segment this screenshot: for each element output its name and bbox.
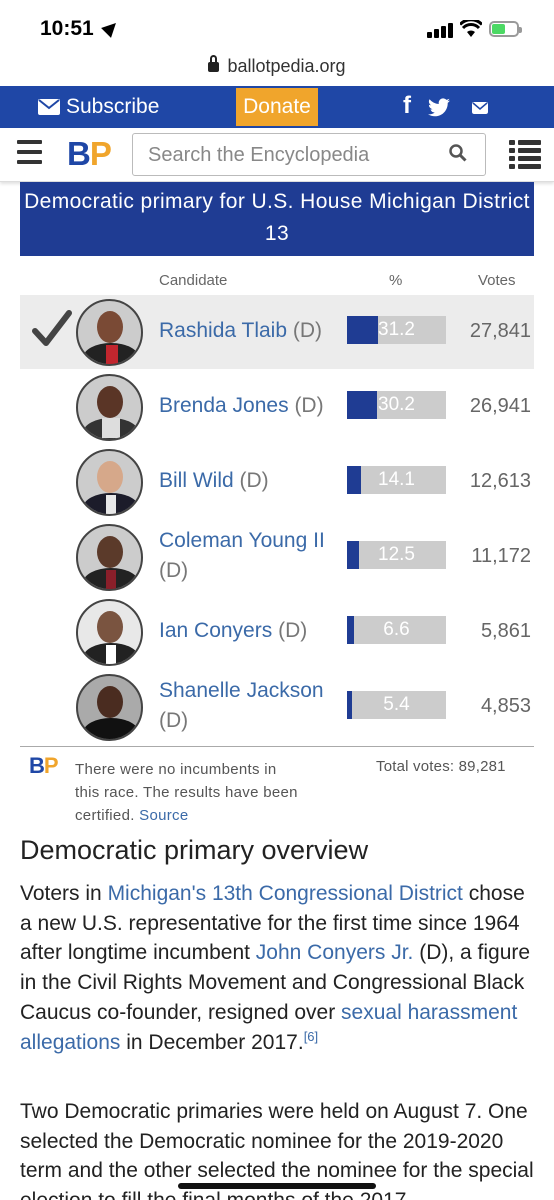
cellular-signal-icon: [427, 22, 455, 38]
district-link[interactable]: Michigan's 13th Congressional District: [107, 882, 463, 905]
home-indicator[interactable]: [178, 1183, 376, 1189]
candidate-name-link[interactable]: Coleman Young II (D): [159, 529, 325, 582]
clock: 10:51: [40, 17, 94, 40]
checkmark-icon: [32, 310, 72, 346]
vote-count: 12,613: [469, 470, 531, 492]
subscribe-link[interactable]: Subscribe: [38, 95, 159, 119]
vote-share-bar: 31.2: [347, 316, 446, 344]
john-conyers-link[interactable]: John Conyers Jr.: [255, 941, 414, 965]
candidate-row: Ian Conyers (D) 6.6 5,861: [20, 595, 534, 669]
site-header: BP: [0, 128, 554, 182]
top-nav: Subscribe Donate f: [0, 86, 554, 128]
email-icon[interactable]: [472, 102, 488, 114]
candidate-row: Coleman Young II (D) 12.5 11,172: [20, 520, 534, 594]
vote-share-bar: 12.5: [347, 541, 446, 569]
overview-paragraph: Voters in Michigan's 13th Congressional …: [20, 882, 531, 1054]
results-divider: [20, 746, 534, 747]
vote-count: 4,853: [480, 695, 531, 717]
twitter-icon[interactable]: [428, 98, 450, 117]
candidate-row: Brenda Jones (D) 30.2 26,941: [20, 370, 534, 444]
candidate-photo[interactable]: [76, 674, 143, 741]
location-arrow-icon: [101, 18, 121, 38]
column-header-candidate: Candidate: [159, 272, 228, 289]
vote-share-bar: 30.2: [347, 391, 446, 419]
candidate-name-link[interactable]: Brenda Jones (D): [159, 394, 324, 417]
lock-icon: [208, 55, 220, 72]
search-box: [132, 133, 486, 176]
candidate-photo[interactable]: [76, 299, 143, 366]
wifi-icon: [460, 20, 482, 37]
harassment-allegations-link[interactable]: sexual harassment allegations: [20, 1000, 518, 1054]
candidate-name-link[interactable]: Rashida Tlaib (D): [159, 319, 323, 342]
candidate-name-link[interactable]: Shanelle Jackson (D): [159, 679, 324, 732]
vote-count: 5,861: [480, 620, 531, 642]
subscribe-label: Subscribe: [66, 95, 160, 118]
candidate-name-link[interactable]: Ian Conyers (D): [159, 619, 308, 642]
vote-share-bar: 14.1: [347, 466, 446, 494]
candidate-row: Rashida Tlaib (D) 31.2 27,841: [20, 295, 534, 369]
ballotpedia-logo[interactable]: BP: [67, 135, 112, 172]
url-text: ballotpedia.org: [227, 56, 346, 76]
donate-button[interactable]: Donate: [236, 88, 318, 126]
primaries-paragraph: Two Democratic primaries were held on Au…: [20, 1100, 534, 1200]
hamburger-menu-icon[interactable]: [17, 140, 42, 164]
vote-share-bar: 5.4: [347, 691, 446, 719]
vote-share-bar: 6.6: [347, 616, 446, 644]
source-link[interactable]: Source: [139, 807, 189, 824]
candidate-photo[interactable]: [76, 599, 143, 666]
search-icon[interactable]: [449, 144, 467, 162]
url-bar[interactable]: ballotpedia.org: [0, 55, 554, 84]
search-input[interactable]: [148, 140, 438, 170]
results-footnote: There were no incumbents in this race. T…: [75, 761, 298, 824]
column-header-votes: Votes: [478, 272, 516, 289]
citation-link[interactable]: [6]: [303, 1028, 319, 1044]
candidate-photo[interactable]: [76, 374, 143, 441]
facebook-icon[interactable]: f: [403, 92, 411, 119]
results-title: Democratic primary for U.S. House Michig…: [20, 182, 534, 256]
total-votes: Total votes: 89,281: [376, 758, 506, 775]
candidate-name-link[interactable]: Bill Wild (D): [159, 469, 269, 492]
ballotpedia-small-logo: BP: [29, 753, 59, 778]
section-heading: Democratic primary overview: [20, 835, 369, 865]
column-header-percent: %: [389, 272, 403, 289]
status-bar: 10:51: [0, 0, 554, 58]
vote-count: 11,172: [471, 545, 531, 567]
vote-count: 26,941: [469, 395, 531, 417]
candidate-photo[interactable]: [76, 449, 143, 516]
candidate-row: Shanelle Jackson (D) 5.4 4,853: [20, 670, 534, 744]
list-menu-icon[interactable]: [509, 140, 541, 169]
candidate-row: Bill Wild (D) 14.1 12,613: [20, 445, 534, 519]
battery-icon: [489, 21, 522, 37]
candidate-photo[interactable]: [76, 524, 143, 591]
vote-count: 27,841: [469, 320, 531, 342]
envelope-icon: [38, 99, 60, 115]
